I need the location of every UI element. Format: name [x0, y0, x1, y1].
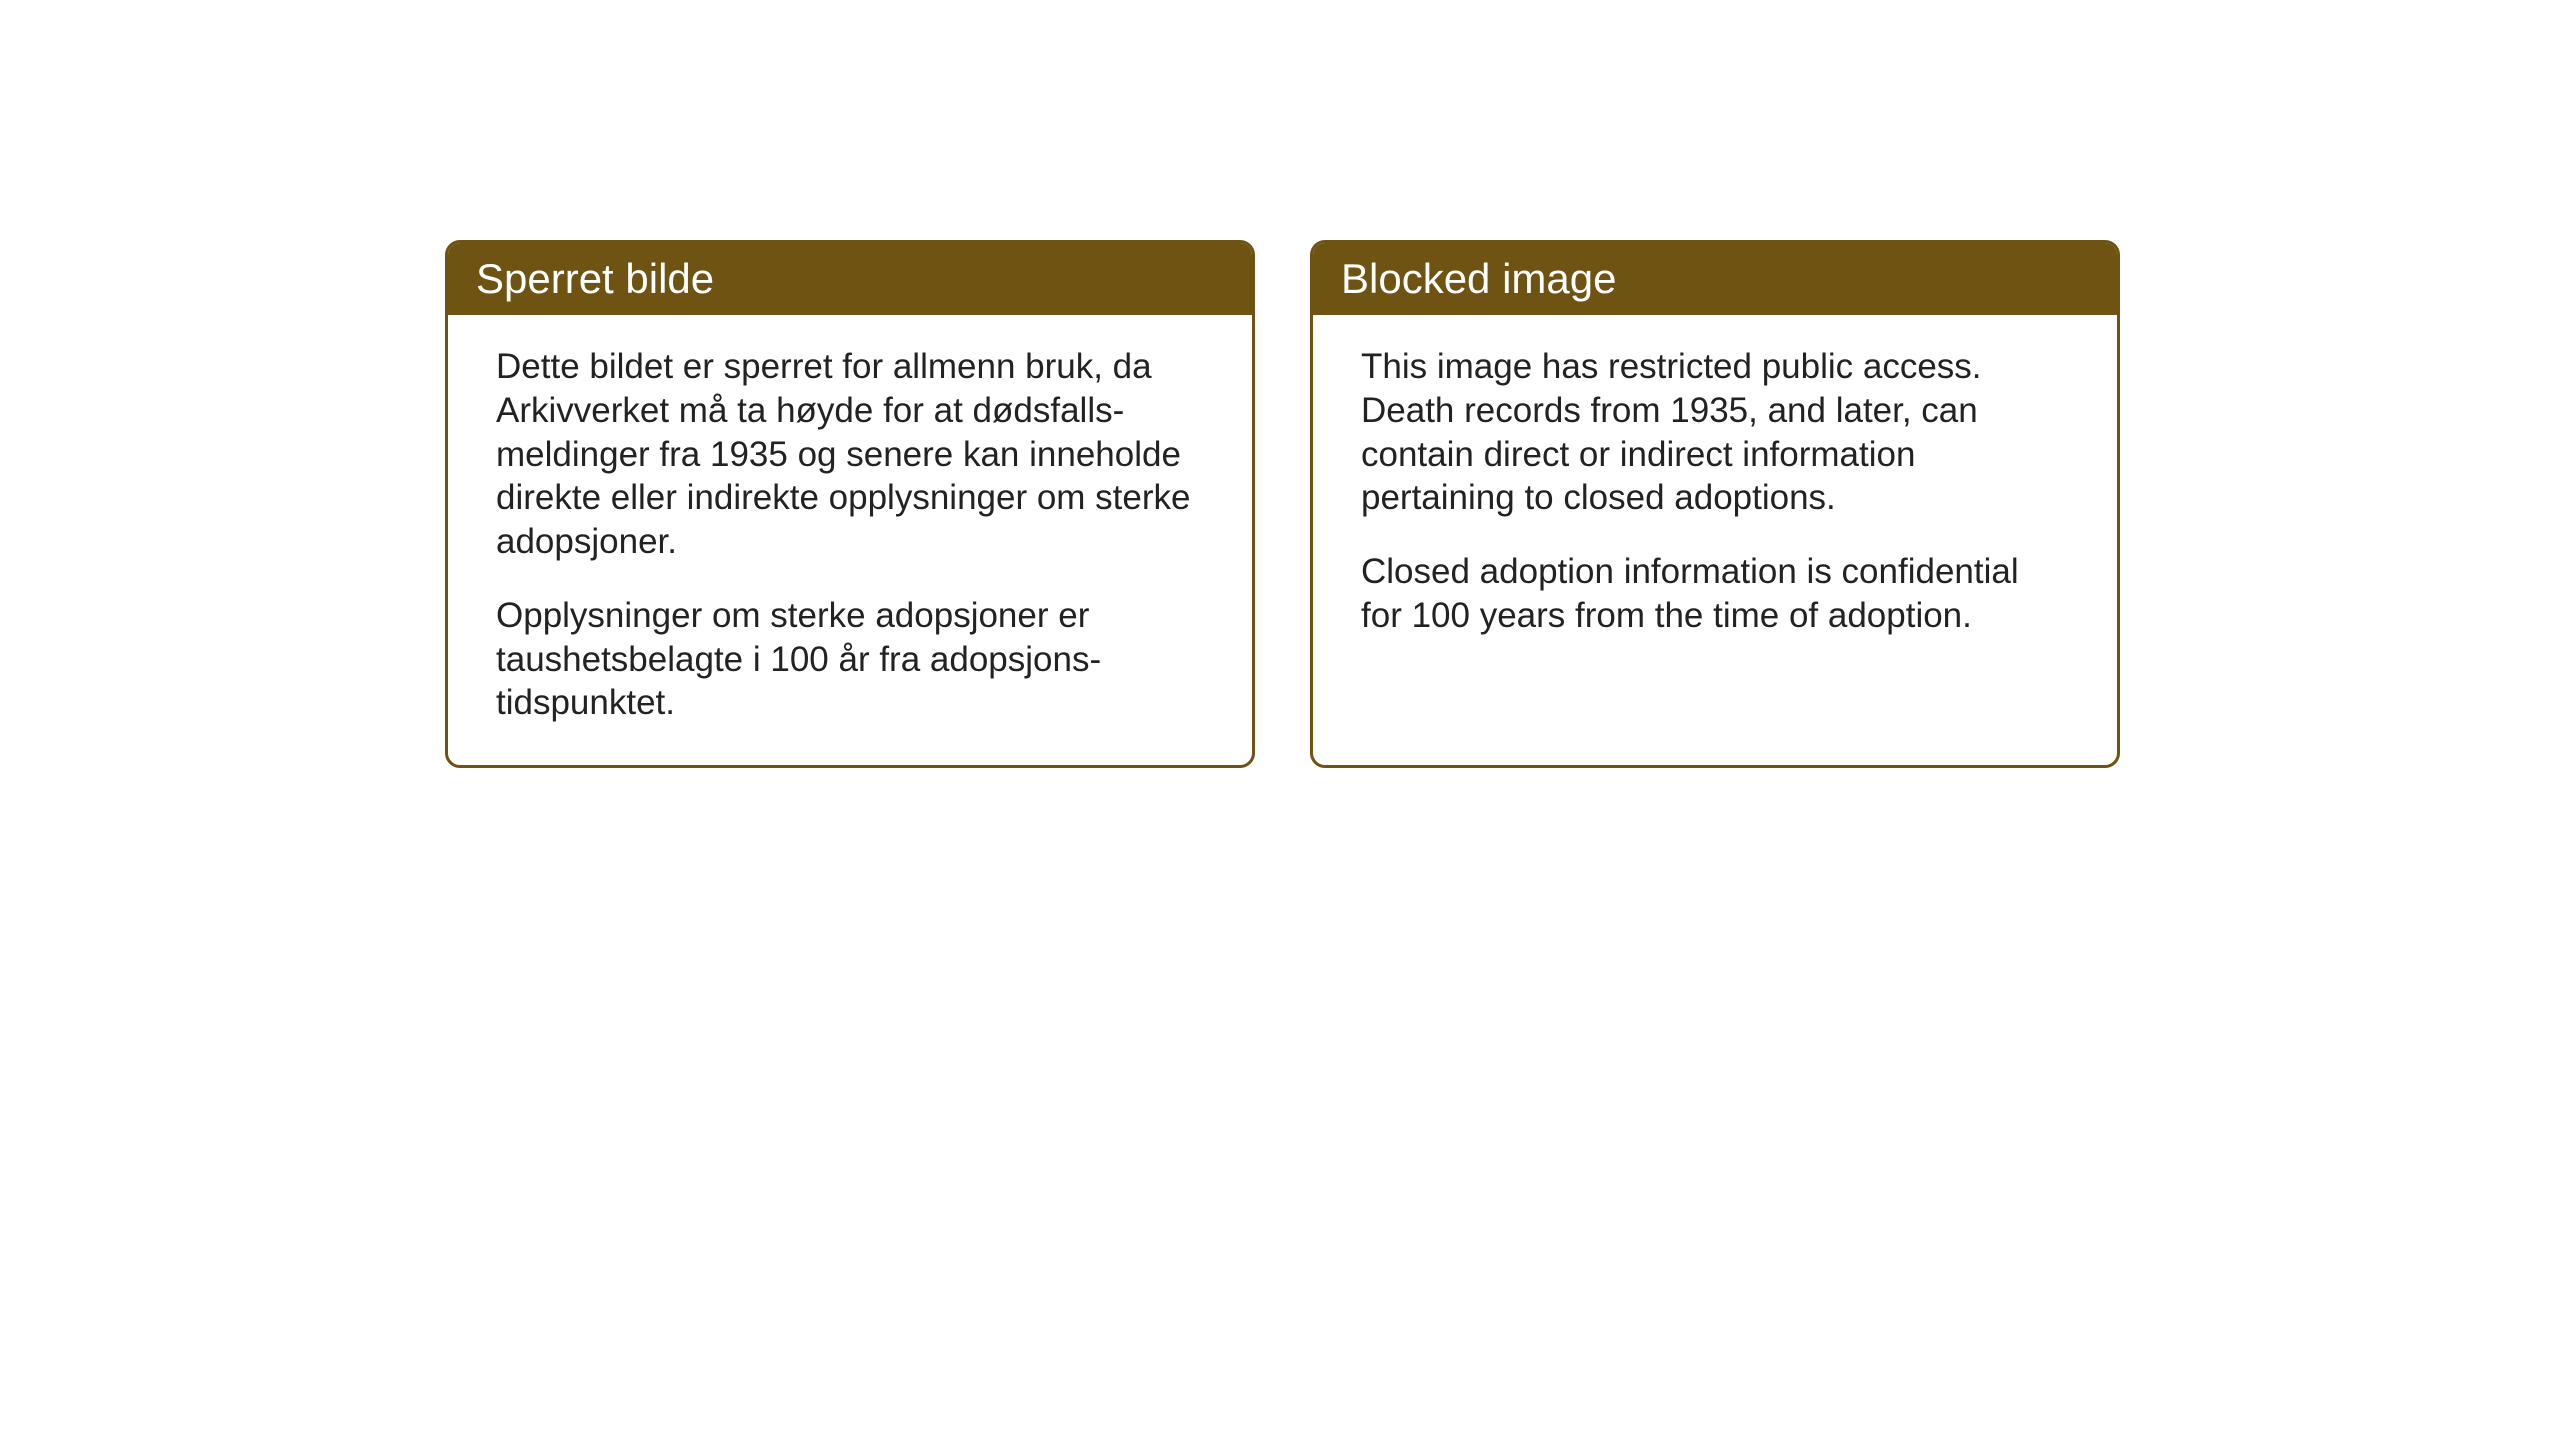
card-body-english: This image has restricted public access.…	[1313, 315, 2117, 753]
card-header-english: Blocked image	[1313, 243, 2117, 315]
notice-card-norwegian: Sperret bilde Dette bildet er sperret fo…	[445, 240, 1255, 768]
card-title-norwegian: Sperret bilde	[476, 255, 714, 302]
card-paragraph1-english: This image has restricted public access.…	[1361, 345, 2069, 520]
card-body-norwegian: Dette bildet er sperret for allmenn bruk…	[448, 315, 1252, 765]
card-paragraph2-english: Closed adoption information is confident…	[1361, 550, 2069, 638]
card-header-norwegian: Sperret bilde	[448, 243, 1252, 315]
notice-container: Sperret bilde Dette bildet er sperret fo…	[445, 240, 2120, 768]
card-paragraph2-norwegian: Opplysninger om sterke adopsjoner er tau…	[496, 594, 1204, 725]
card-paragraph1-norwegian: Dette bildet er sperret for allmenn bruk…	[496, 345, 1204, 564]
card-title-english: Blocked image	[1341, 255, 1616, 302]
notice-card-english: Blocked image This image has restricted …	[1310, 240, 2120, 768]
